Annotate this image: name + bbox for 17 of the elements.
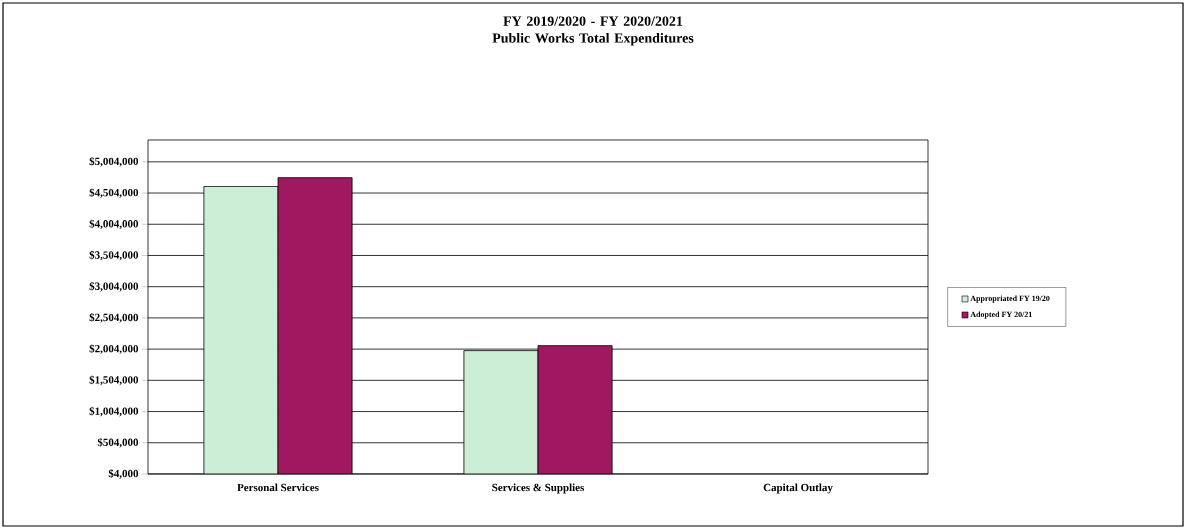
y-tick-label: $4,504,000: [89, 188, 139, 198]
y-tick-label: $2,004,000: [89, 344, 139, 354]
bar: [537, 345, 613, 474]
y-tick-label: $3,504,000: [89, 250, 139, 261]
y-tick-label: $4,004,000: [89, 219, 139, 230]
y-tick-label: $2,504,000: [89, 313, 139, 323]
y-tick-label: $3,004,000: [89, 281, 139, 292]
y-tick-label: $1,004,000: [89, 406, 139, 417]
y-tick-label: $5,004,000: [89, 157, 139, 167]
x-tick-label: Personal Services: [237, 483, 319, 492]
chart-title: FY 2019/2020 - FY 2020/2021 Public Works Total Expenditures: [492, 16, 694, 46]
x-tick-label: Capital Outlay: [763, 483, 833, 494]
bar: [277, 177, 353, 474]
y-tick-label: $504,000: [97, 437, 139, 448]
y-tick-label: $4,000: [108, 469, 139, 479]
y-tick-label: $1,504,000: [89, 375, 139, 386]
x-tick-label: Services & Supplies: [492, 483, 585, 494]
